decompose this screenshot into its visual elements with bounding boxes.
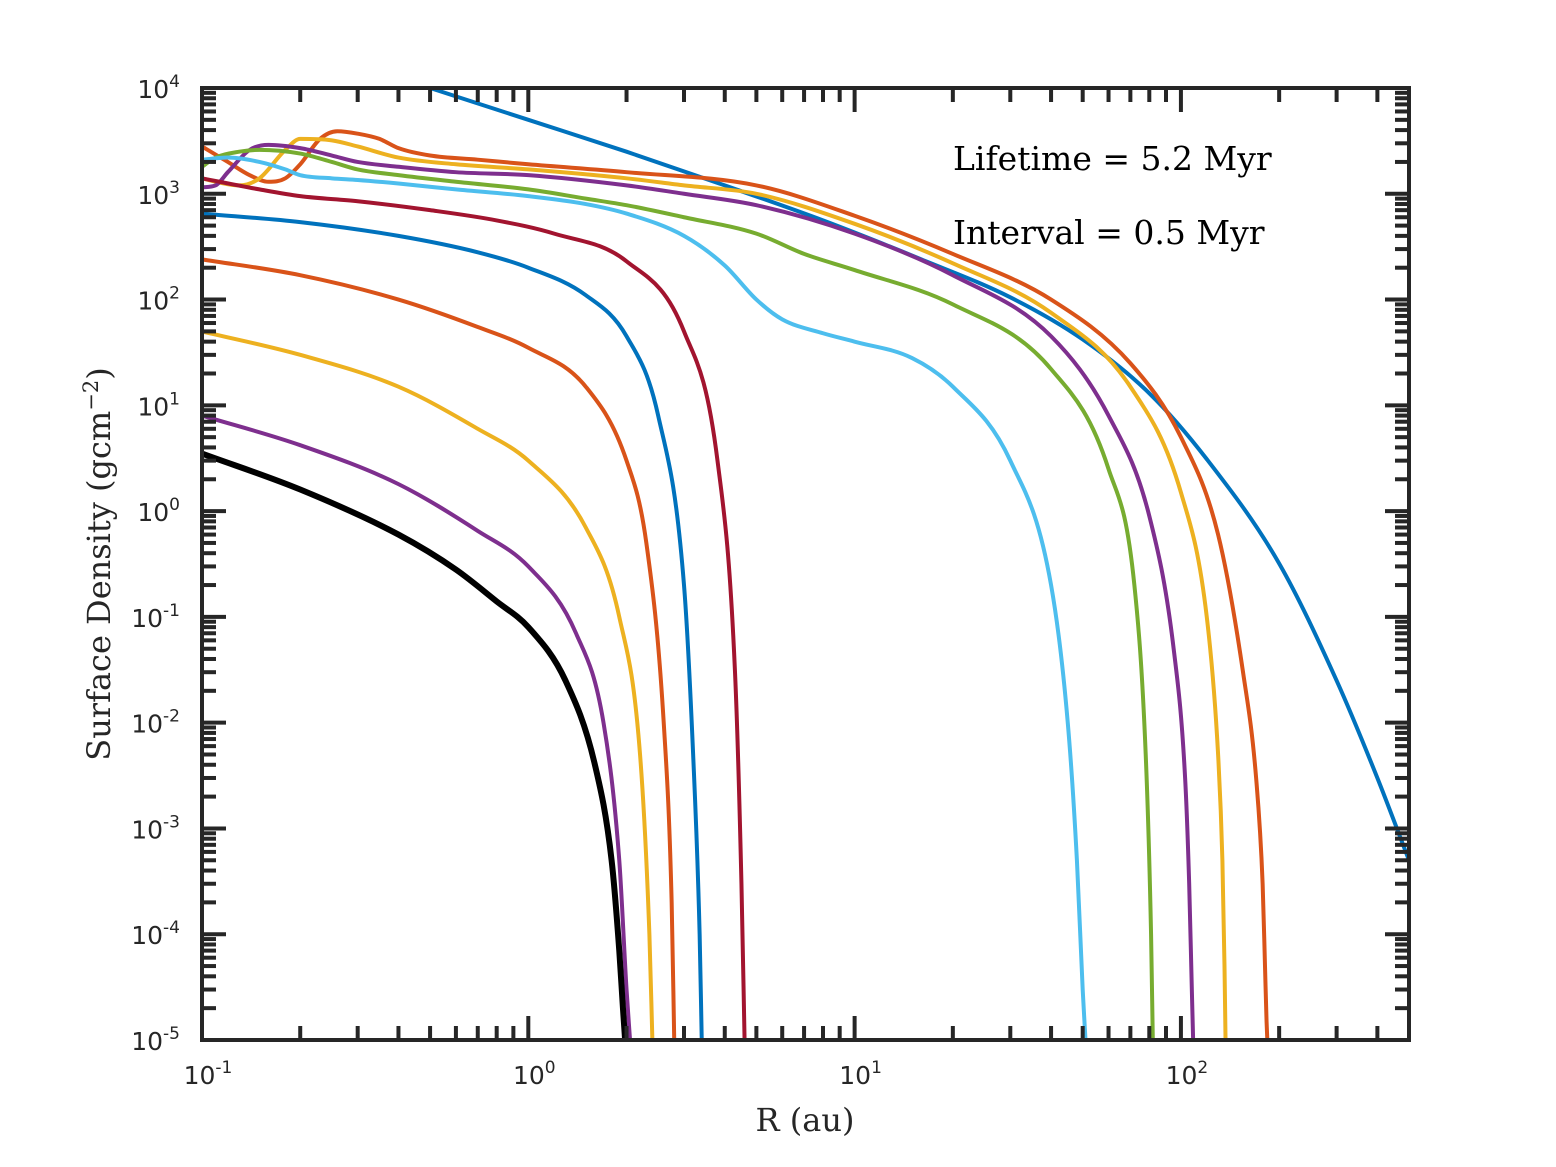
annotation-lifetime: Lifetime = 5.2 Myr (953, 139, 1272, 178)
y-tick-label-6: 101 (137, 389, 180, 421)
y-tick-label-3: 10-2 (131, 707, 180, 739)
series-line-2 (200, 129, 1270, 1041)
series-line-5 (200, 147, 1155, 1041)
series-line-1 (429, 86, 1411, 862)
y-tick-label-4: 10-1 (131, 601, 180, 633)
y-tick-label-9: 104 (137, 72, 180, 104)
y-tick-label-5: 100 (137, 495, 180, 527)
y-axis-title-close: ) (80, 367, 118, 379)
series-line-8 (201, 211, 704, 1041)
y-tick-label-2: 10-3 (131, 812, 180, 844)
series-layer (200, 86, 1411, 1041)
axes-box (200, 86, 1411, 1042)
y-tick-label-7: 102 (137, 284, 180, 316)
y-axis-title-main: Surface Density (gcm (80, 411, 118, 761)
y-axis-title: Surface Density (gcm−2) (79, 367, 118, 760)
series-line-3 (201, 136, 1228, 1041)
y-tick-label-0: 10-5 (131, 1024, 180, 1056)
annotation-interval: Interval = 0.5 Myr (953, 213, 1265, 252)
y-axis-title-exponent: −2 (79, 380, 103, 411)
x-tick-label-3: 102 (1166, 1058, 1209, 1090)
x-axis-title: R (au) (756, 1101, 855, 1139)
x-tick-label-2: 101 (839, 1058, 882, 1090)
y-tick-label-8: 103 (137, 178, 180, 210)
series-line-12 (200, 450, 629, 1041)
series-line-7 (201, 176, 747, 1041)
plot-area (202, 88, 1409, 1040)
series-line-10 (201, 329, 655, 1041)
x-tick-label-1: 100 (513, 1058, 556, 1090)
y-tick-label-1: 10-4 (131, 918, 180, 950)
ticks-layer (200, 86, 1411, 1042)
series-line-9 (201, 257, 677, 1041)
series-line-6 (201, 155, 1088, 1041)
series-line-4 (201, 142, 1196, 1041)
series-line-11 (201, 413, 633, 1041)
tick-labels-layer: 10-1 100 101 102 10-5 10-4 10-3 10-2 10-1 100 101 1… (131, 72, 1208, 1090)
x-tick-label-0: 10-1 (184, 1058, 233, 1090)
